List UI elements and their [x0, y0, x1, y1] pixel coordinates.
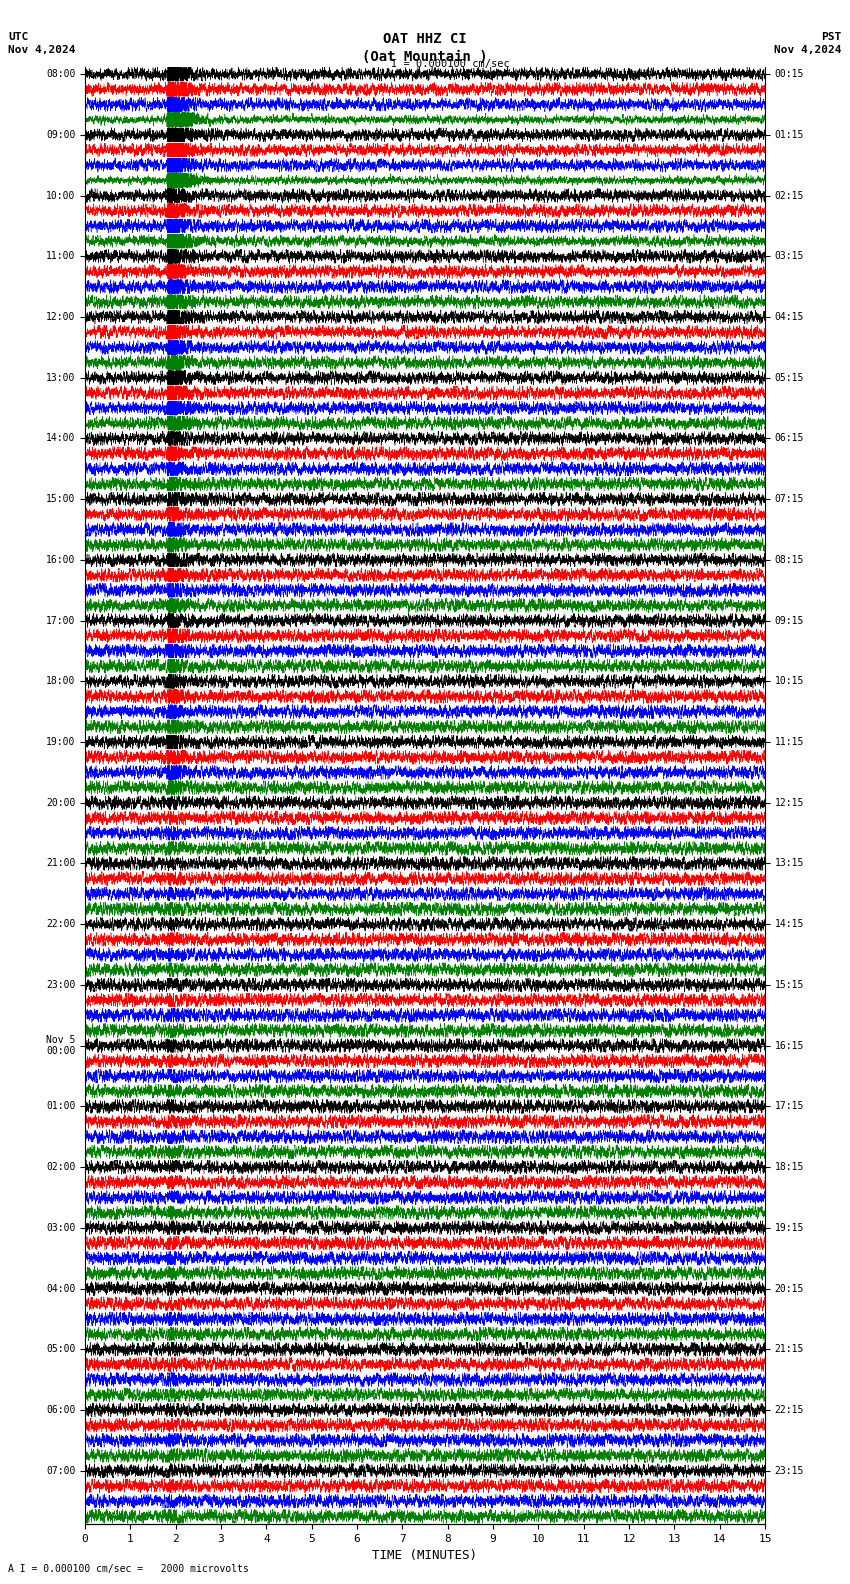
Text: PST
Nov 4,2024: PST Nov 4,2024	[774, 32, 842, 55]
Text: OAT HHZ CI
(Oat Mountain ): OAT HHZ CI (Oat Mountain )	[362, 32, 488, 63]
Text: A I = 0.000100 cm/sec =   2000 microvolts: A I = 0.000100 cm/sec = 2000 microvolts	[8, 1565, 249, 1574]
Text: I = 0.000100 cm/sec: I = 0.000100 cm/sec	[391, 59, 510, 68]
X-axis label: TIME (MINUTES): TIME (MINUTES)	[372, 1549, 478, 1562]
Text: UTC
Nov 4,2024: UTC Nov 4,2024	[8, 32, 76, 55]
